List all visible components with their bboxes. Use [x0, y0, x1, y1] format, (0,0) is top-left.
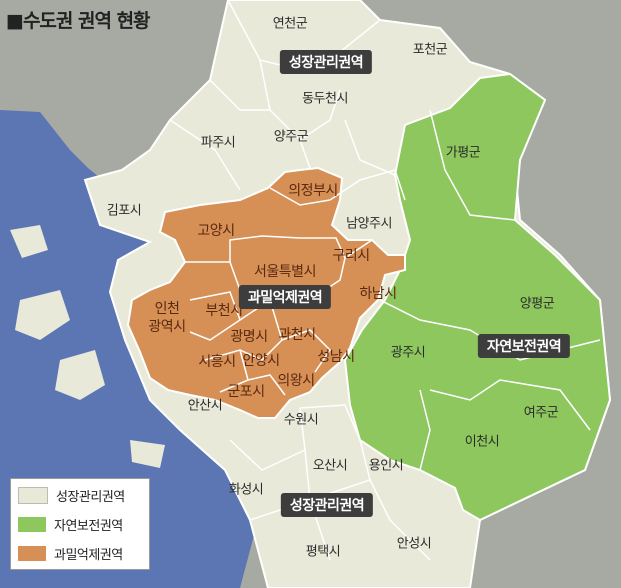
- place-label-gwacheon: 과천시: [278, 327, 316, 343]
- place-label-suwon: 수원시: [283, 412, 319, 428]
- place-label-yongin: 용인시: [368, 458, 404, 474]
- place-label-gunpo: 군포시: [227, 384, 265, 400]
- place-label-guri: 구리시: [332, 248, 370, 264]
- map-legend: 성장관리권역 자연보전권역 과밀억제권역: [10, 478, 150, 570]
- zone-badge-growth-south: 성장관리권역: [280, 493, 374, 517]
- legend-item-conservation: 자연보전권역: [11, 511, 149, 537]
- place-label-hanam: 하남시: [359, 286, 397, 302]
- place-label-yangju: 양주군: [273, 129, 309, 145]
- place-label-goyang: 고양시: [197, 223, 235, 239]
- legend-swatch-overconcentration: [18, 545, 46, 561]
- place-label-gimpo: 김포시: [106, 203, 142, 219]
- legend-label-conservation: 자연보전권역: [54, 518, 123, 534]
- place-label-gwangju: 광주시: [390, 345, 426, 361]
- legend-label-overconcentration: 과밀억제권역: [54, 547, 123, 563]
- place-label-anyang: 안양시: [242, 353, 280, 369]
- place-label-uijeongbu: 의정부시: [288, 183, 338, 199]
- map-title: ■수도권 권역 현황: [6, 10, 151, 32]
- place-label-seongnam: 성남시: [317, 349, 355, 365]
- legend-swatch-growth: [18, 486, 48, 504]
- place-label-gwangmyeong: 광명시: [230, 329, 268, 345]
- place-label-ansan: 안산시: [187, 398, 223, 414]
- place-label-bucheon: 부천시: [205, 303, 243, 319]
- place-label-hwaseong: 화성시: [228, 482, 264, 498]
- place-label-yeoju: 여주군: [523, 405, 559, 421]
- legend-item-overconcentration: 과밀억제권역: [11, 540, 149, 566]
- place-label-siheung: 시흥시: [198, 354, 236, 370]
- place-label-yangpyeong: 양평군: [519, 296, 555, 312]
- place-label-paju: 파주시: [200, 135, 236, 151]
- island: [15, 290, 70, 340]
- island: [10, 225, 48, 258]
- legend-label-growth: 성장관리권역: [56, 489, 125, 505]
- place-label-incheon: 인천 광역시: [148, 301, 186, 335]
- place-label-uiwang: 의왕시: [277, 373, 315, 389]
- place-label-dongducheon: 동두천시: [302, 91, 348, 107]
- place-label-osan: 오산시: [312, 458, 348, 474]
- place-label-pocheon: 포천군: [412, 42, 448, 58]
- zone-badge-conservation: 자연보전권역: [477, 334, 571, 358]
- island: [55, 350, 105, 400]
- place-label-namyangju: 남양주시: [346, 216, 392, 232]
- legend-swatch-conservation: [18, 516, 46, 532]
- zone-badge-growth-north: 성장관리권역: [279, 50, 373, 74]
- place-label-pyeongtaek: 평택시: [305, 544, 341, 560]
- zone-badge-overconcentration: 과밀억제권역: [238, 285, 332, 309]
- place-label-yeoncheon: 연천군: [272, 16, 308, 32]
- island: [130, 440, 165, 468]
- conservation-zone: [343, 72, 612, 522]
- place-label-icheon: 이천시: [464, 434, 500, 450]
- place-label-anseong: 안성시: [396, 536, 432, 552]
- legend-item-growth: 성장관리권역: [11, 482, 149, 508]
- place-label-seoul: 서울특별시: [254, 264, 316, 280]
- place-label-gapyeong: 가평군: [445, 145, 481, 161]
